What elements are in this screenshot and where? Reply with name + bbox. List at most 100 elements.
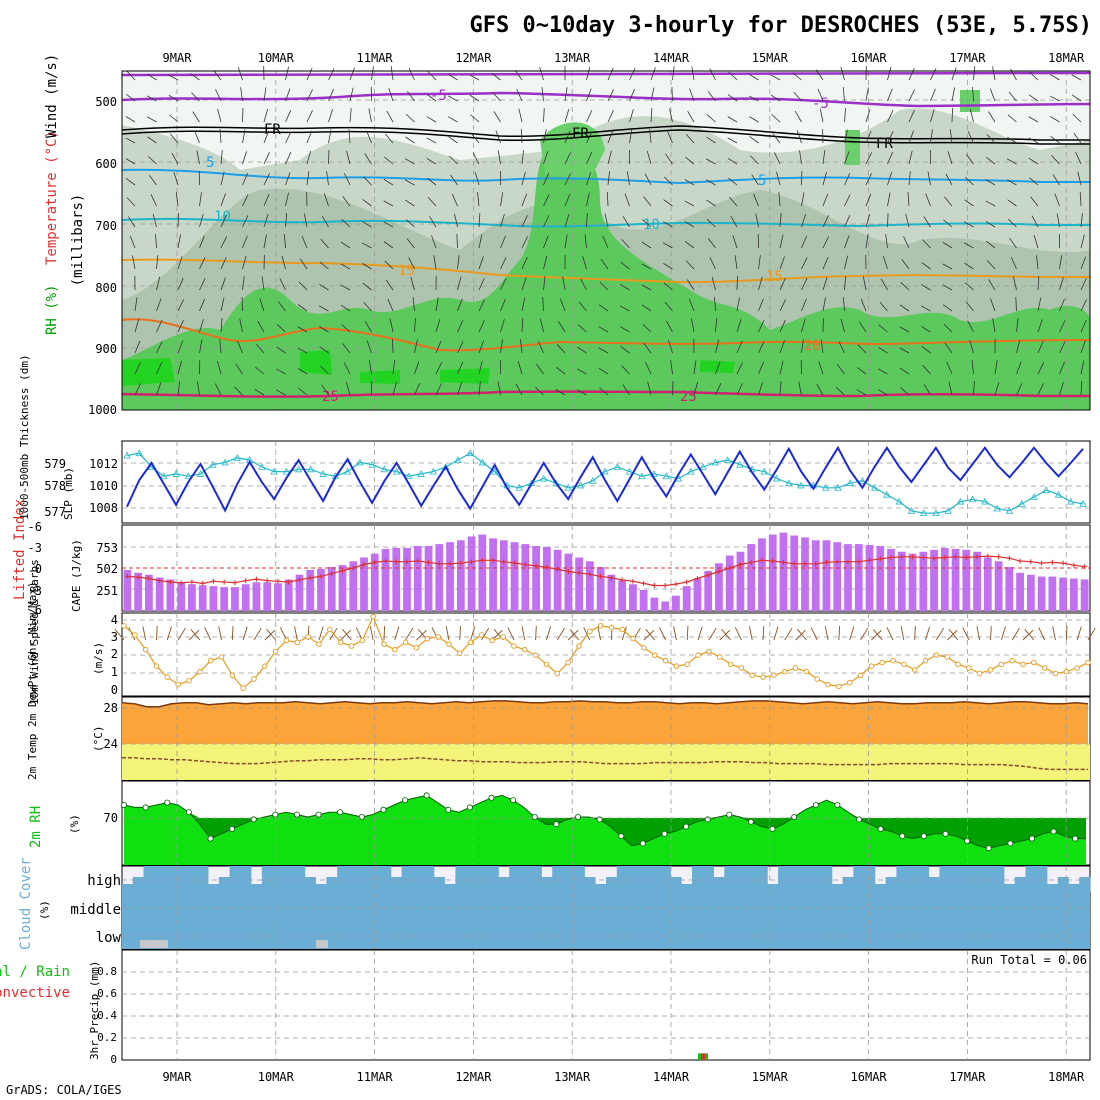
li-marker xyxy=(673,581,679,587)
upper-barb xyxy=(472,152,480,165)
upper-barb xyxy=(709,257,716,270)
li-marker xyxy=(189,579,195,585)
upper-barb xyxy=(969,108,974,123)
cloud-high-bar xyxy=(573,866,585,892)
cloud-high-bar xyxy=(681,884,693,892)
thickness-marker xyxy=(441,463,450,470)
rh2m-panel: 70 (%) 2m RH xyxy=(28,780,1091,866)
li-marker xyxy=(856,559,862,565)
rh2m-marker xyxy=(791,814,798,821)
wind-marker xyxy=(164,674,171,680)
wind-marker xyxy=(207,657,214,664)
upper-barb xyxy=(405,179,415,186)
wind-marker xyxy=(565,659,571,666)
upper-barb xyxy=(456,234,458,249)
upper-barb xyxy=(368,360,372,375)
cape-bar xyxy=(1059,577,1067,611)
li-marker xyxy=(286,579,292,585)
upper-barb xyxy=(564,152,571,165)
upper-barb xyxy=(156,255,159,270)
upper-barb xyxy=(779,256,785,270)
cape-bar xyxy=(489,538,497,611)
thickness-marker xyxy=(711,458,719,466)
li-marker xyxy=(942,555,948,560)
upper-barb xyxy=(542,297,544,312)
wind-barb xyxy=(1024,629,1035,641)
cloud-high-bar xyxy=(864,866,876,892)
wind-marker xyxy=(1041,665,1048,671)
upper-barb xyxy=(878,324,888,333)
rh2m-marker xyxy=(639,840,646,847)
date-label: 18MAR xyxy=(1048,1070,1085,1084)
upper-barb xyxy=(1028,94,1039,102)
wind-barb xyxy=(795,629,806,641)
cloud-high-bar xyxy=(778,866,790,892)
cape-bar xyxy=(725,555,734,611)
upper-barb xyxy=(478,256,484,270)
thickness-marker xyxy=(233,453,241,461)
li-marker xyxy=(1049,559,1055,565)
upper-barb xyxy=(1059,298,1065,312)
upper-barb xyxy=(865,87,869,102)
wind-barb xyxy=(1076,626,1082,641)
temp-line xyxy=(121,700,1089,708)
wind-barb xyxy=(1011,627,1020,641)
cloud-high-bar xyxy=(519,866,532,892)
wind-barb xyxy=(962,627,970,641)
li-marker xyxy=(662,583,668,588)
upper-barb xyxy=(586,131,593,144)
cloud-high-bar xyxy=(401,866,413,892)
cape-bar xyxy=(263,582,272,611)
upper-barb xyxy=(707,91,716,102)
rh2m-unit: (%) xyxy=(68,814,81,834)
li-marker xyxy=(383,558,389,564)
thickness-marker xyxy=(221,458,229,466)
li-marker xyxy=(458,560,464,566)
cape-bar xyxy=(209,586,218,611)
date-label: 15MAR xyxy=(752,51,789,65)
upper-barb xyxy=(758,255,761,270)
wind-barb xyxy=(824,626,829,641)
upper-barb xyxy=(132,255,136,270)
upper-barb xyxy=(1080,256,1087,270)
cloud-high-bar xyxy=(143,866,155,892)
upper-barb xyxy=(321,215,329,228)
upper-barb xyxy=(192,111,200,123)
li-marker xyxy=(1060,560,1066,566)
rh2m-markers xyxy=(121,792,1079,852)
cape-bar xyxy=(274,583,282,611)
thickness-marker xyxy=(172,470,180,477)
wind-tick: 1 xyxy=(111,665,118,679)
wind-marker xyxy=(348,643,355,649)
upper-barb xyxy=(168,74,179,81)
wind-barb xyxy=(264,629,276,641)
slp-tick: 1012 xyxy=(89,457,118,471)
upper-barb xyxy=(1050,135,1060,144)
wind-marker xyxy=(727,661,734,668)
wind-barb xyxy=(445,626,450,641)
upper-barb xyxy=(263,152,270,165)
upper-barb xyxy=(641,263,652,270)
wind-marker xyxy=(240,685,246,691)
upper-barb xyxy=(346,150,351,165)
wind-barb xyxy=(686,625,689,641)
upper-barb xyxy=(664,301,673,312)
date-label: 14MAR xyxy=(653,1070,690,1084)
upper-barb xyxy=(342,196,351,207)
upper-barb xyxy=(921,326,931,333)
rh2m-marker xyxy=(899,833,906,840)
li-tick: -6 xyxy=(28,520,42,534)
temp-tick: 24 xyxy=(104,737,118,751)
upper-barb xyxy=(426,94,437,102)
upper-barb xyxy=(908,130,914,144)
wind-marker xyxy=(294,639,301,646)
cloud-high-bar xyxy=(874,884,887,892)
li-marker xyxy=(522,562,528,567)
upper-barb xyxy=(517,361,523,375)
upper-barb xyxy=(856,389,867,396)
cloud-high-bar xyxy=(735,866,747,892)
rh2m-marker xyxy=(121,802,128,809)
li-marker xyxy=(791,561,797,567)
upper-barb xyxy=(173,172,179,186)
upper-barb xyxy=(125,158,136,165)
